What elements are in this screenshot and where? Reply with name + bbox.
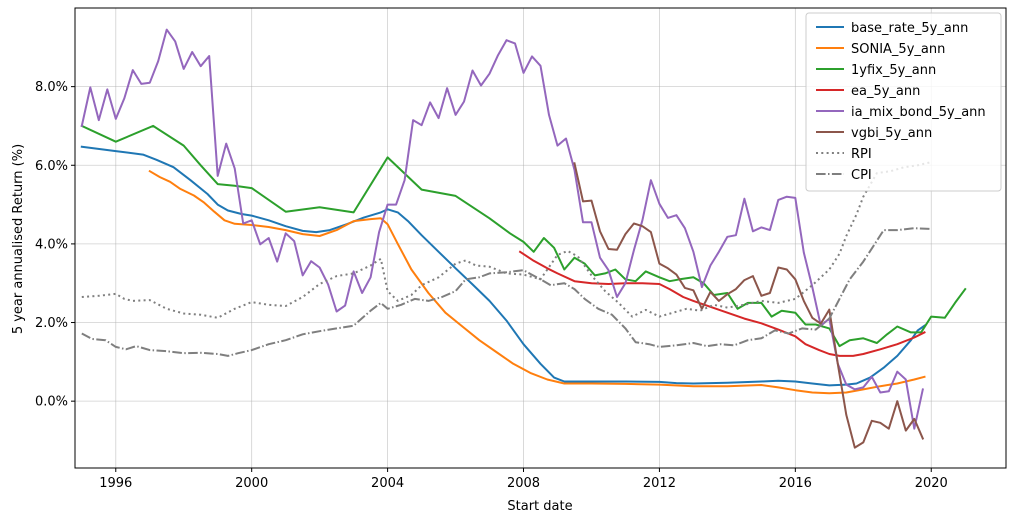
x-tick-label: 2008 bbox=[507, 476, 540, 491]
y-tick-label: 0.0% bbox=[35, 395, 68, 410]
x-tick-label: 2004 bbox=[371, 476, 404, 491]
series-line-1yfix_5y_ann bbox=[80, 124, 967, 348]
legend: base_rate_5y_ann SONIA_5y_ann 1yfix_5y_ann… bbox=[805, 12, 1002, 192]
legend-label: SONIA_5y_ann bbox=[851, 42, 945, 57]
series-line-RPI bbox=[81, 161, 932, 319]
legend-label: 1yfix_5y_ann bbox=[851, 63, 936, 78]
x-tick-label: 1996 bbox=[99, 476, 132, 491]
plot-frame bbox=[74, 7, 1007, 469]
legend-label: ia_mix_bond_5y_ann bbox=[851, 105, 986, 120]
y-tick-label: 6.0% bbox=[35, 159, 68, 174]
series-line-SONIA_5y_ann bbox=[148, 169, 926, 395]
legend-box bbox=[805, 12, 1002, 192]
legend-label: base_rate_5y_ann bbox=[851, 21, 968, 36]
y-axis: 0.0% 2.0% 4.0% 6.0% 8.0% bbox=[35, 80, 75, 410]
x-tick-label: 2012 bbox=[643, 476, 676, 491]
x-axis-label: Start date bbox=[507, 499, 572, 514]
series-line-vgbi_5y_ann bbox=[573, 162, 925, 449]
series-line-ia_mix_bond_5y_ann bbox=[80, 28, 924, 430]
y-axis-label: 5 year annualised Return (%) bbox=[11, 144, 26, 334]
x-tick-label: 2020 bbox=[915, 476, 948, 491]
series-line-base_rate_5y_ann bbox=[80, 145, 926, 387]
series-line-CPI bbox=[81, 227, 932, 357]
series-line-ea_5y_ann bbox=[518, 250, 926, 357]
legend-label: ea_5y_ann bbox=[851, 84, 920, 99]
legend-label: CPI bbox=[851, 168, 872, 183]
grid-lines bbox=[75, 8, 1006, 468]
y-tick-label: 8.0% bbox=[35, 80, 68, 95]
x-tick-label: 2016 bbox=[779, 476, 812, 491]
x-axis: 1996 2000 2004 2008 2012 2016 2020 bbox=[99, 468, 948, 491]
series-layer bbox=[80, 28, 967, 449]
x-tick-label: 2000 bbox=[235, 476, 268, 491]
legend-label: RPI bbox=[851, 147, 872, 162]
y-tick-label: 2.0% bbox=[35, 316, 68, 331]
y-tick-label: 4.0% bbox=[35, 237, 68, 252]
legend-label: vgbi_5y_ann bbox=[851, 126, 932, 141]
